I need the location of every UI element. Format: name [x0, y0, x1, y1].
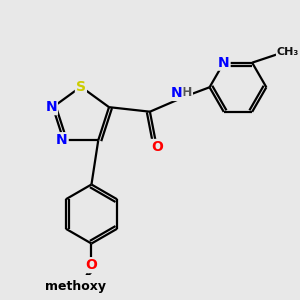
Text: N: N	[171, 86, 182, 100]
Text: N: N	[56, 133, 68, 147]
Text: N: N	[45, 100, 57, 114]
Text: methoxy: methoxy	[45, 280, 106, 293]
Text: N: N	[218, 56, 230, 70]
Text: H: H	[182, 86, 192, 99]
Text: O: O	[151, 140, 163, 154]
Text: CH₃: CH₃	[277, 47, 299, 57]
Text: S: S	[76, 80, 86, 94]
Text: O: O	[85, 258, 98, 272]
